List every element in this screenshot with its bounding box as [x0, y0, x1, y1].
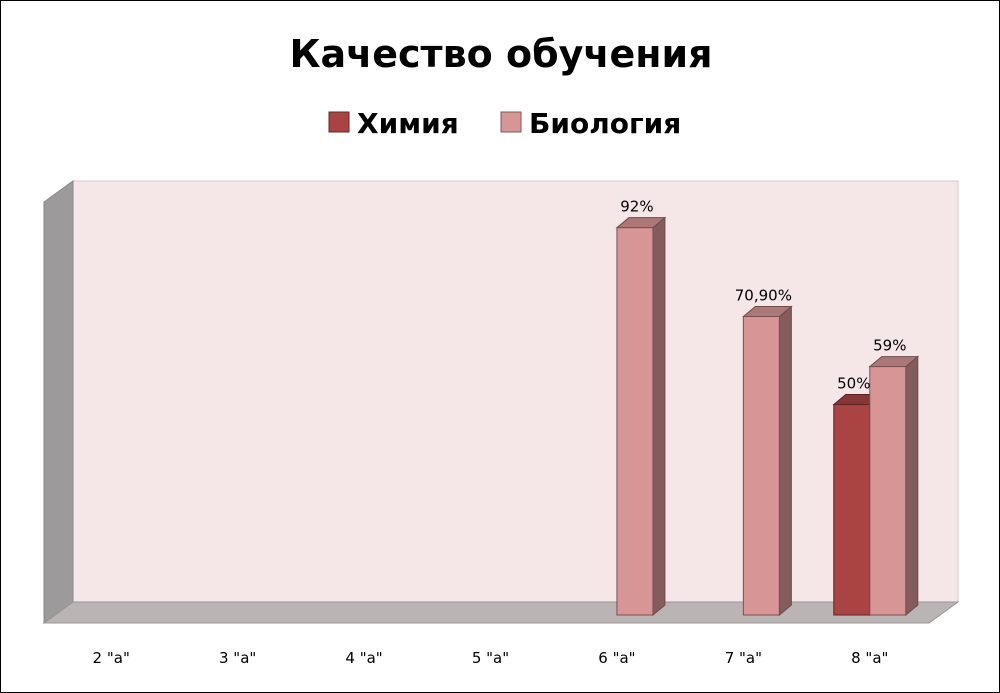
data-label-1-6: 59% — [873, 337, 906, 355]
x-tick-label-5: 7 "а" — [725, 649, 762, 667]
x-tick-label-6: 8 "а" — [851, 649, 888, 667]
x-tick-label-0: 2 "а" — [93, 649, 130, 667]
legend-label-1: Биология — [529, 107, 681, 140]
bar-side — [652, 216, 666, 617]
bar-front — [869, 366, 907, 616]
bar-1-5 — [741, 305, 793, 617]
side-wall — [43, 180, 74, 624]
floor — [42, 601, 960, 624]
bar-front — [616, 227, 654, 616]
bar-side — [778, 305, 792, 617]
back-wall — [72, 180, 959, 603]
bars — [615, 216, 920, 617]
data-label-1-4: 92% — [620, 198, 653, 216]
bar-front — [833, 404, 871, 616]
legend: Химия Биология — [328, 107, 681, 140]
x-tick-label-2: 4 "а" — [345, 649, 382, 667]
bar-side — [905, 355, 919, 617]
x-axis-ticks: 2 "а" 3 "а" 4 "а" 5 "а" 6 "а" 7 "а" 8 "а" — [93, 649, 889, 667]
legend-label-0: Химия — [357, 107, 459, 140]
bar-front — [742, 316, 780, 616]
bar-1-4 — [615, 216, 667, 617]
data-labels: 92% 70,90% 50% 59% — [620, 198, 906, 393]
x-tick-label-4: 6 "а" — [598, 649, 635, 667]
chart-title: Качество обучения — [289, 32, 712, 76]
x-tick-label-3: 5 "а" — [472, 649, 509, 667]
x-tick-label-1: 3 "а" — [219, 649, 256, 667]
legend-swatch-0 — [328, 111, 350, 133]
plot-area — [42, 180, 960, 624]
bar-1-6 — [868, 355, 920, 617]
data-label-0-6: 50% — [837, 375, 870, 393]
data-label-1-5: 70,90% — [735, 287, 792, 305]
legend-swatch-1 — [500, 111, 522, 133]
